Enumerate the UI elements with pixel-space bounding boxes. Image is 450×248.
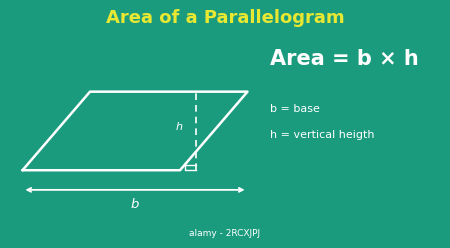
Text: h = vertical heigth: h = vertical heigth [270,130,374,140]
Text: h: h [175,122,182,132]
Text: Area = b × h: Area = b × h [270,49,419,69]
Text: alamy - 2RCXJPJ: alamy - 2RCXJPJ [189,229,261,238]
Text: Area of a Parallelogram: Area of a Parallelogram [106,9,344,27]
Text: b = base: b = base [270,104,320,114]
Text: b: b [131,198,139,211]
